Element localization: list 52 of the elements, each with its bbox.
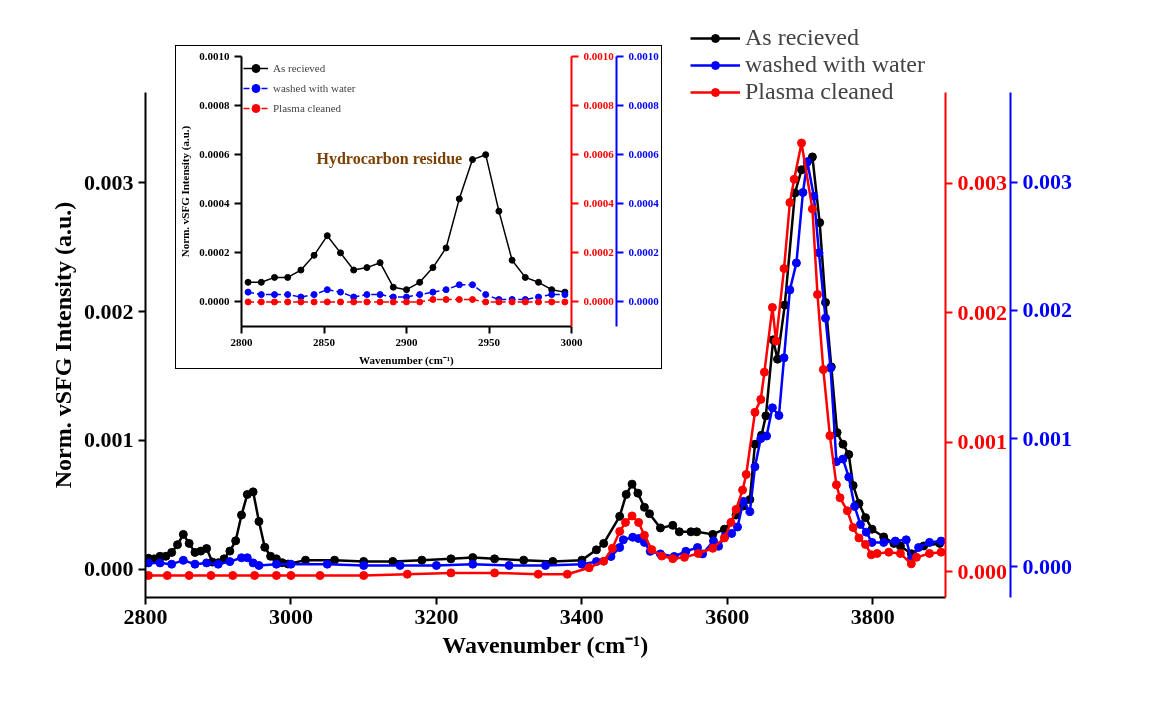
legend-label: As recieved (273, 62, 326, 74)
y2-tick-label: 0.0004 (583, 197, 615, 210)
y2-tick-label: 0.0010 (583, 50, 615, 62)
y-tick-label: 0.0002 (199, 246, 230, 259)
x-tick-label: 3600 (705, 603, 750, 629)
y-tick-label: 0.003 (84, 169, 134, 195)
y3-tick-label: 0.0002 (628, 246, 660, 259)
y3-tick-label: 0.0004 (628, 197, 660, 210)
y3-tick-label: 0.000 (1022, 553, 1072, 579)
y-tick-label: 0.0010 (199, 50, 230, 62)
y3-tick-label: 0.001 (1022, 425, 1072, 451)
y3-tick-label: 0.0000 (628, 295, 660, 308)
legend-label: washed with water (745, 51, 925, 78)
y3-tick-label: 0.0006 (628, 148, 660, 161)
x-tick-label: 2800 (230, 335, 253, 348)
y-axis-title: Norm. vSFG Intensity (a.u.) (50, 201, 76, 489)
y-tick-label: 0.000 (84, 556, 134, 582)
y3-tick-label: 0.0010 (628, 50, 660, 62)
y2-tick-label: 0.0008 (583, 99, 615, 112)
y-tick-label: 0.0000 (199, 295, 230, 308)
y-tick-label: 0.002 (84, 298, 134, 324)
x-tick-label: 3000 (268, 603, 313, 629)
x-tick-label: 3800 (850, 603, 895, 629)
y3-tick-label: 0.0008 (628, 99, 660, 112)
x-tick-label: 2950 (478, 335, 501, 348)
x-axis-title: Wavenumber (cm⁻¹) (359, 353, 455, 367)
x-tick-label: 3200 (414, 603, 459, 629)
y-tick-label: 0.0006 (199, 148, 230, 161)
y-axis-title: Norm. vSFG Intensity (a.u.) (179, 125, 193, 258)
y2-tick-label: 0.002 (957, 299, 1007, 325)
x-tick-label: 2850 (313, 335, 336, 348)
y3-tick-label: 0.002 (1022, 297, 1072, 323)
y-tick-label: 0.001 (84, 427, 134, 453)
y-tick-label: 0.0008 (199, 99, 230, 112)
legend-label: washed with water (273, 82, 356, 94)
x-tick-label: 2900 (395, 335, 418, 348)
legend-label: Plasma cleaned (273, 102, 342, 114)
legend-label: As recieved (745, 24, 859, 51)
legend-label: Plasma cleaned (745, 78, 894, 105)
x-tick-label: 3000 (560, 335, 583, 348)
y-tick-label: 0.0004 (199, 197, 230, 210)
y2-tick-label: 0.003 (957, 170, 1007, 196)
y2-tick-label: 0.0006 (583, 148, 615, 161)
y2-tick-label: 0.0002 (583, 246, 615, 259)
annotation: Hydrocarbon residue (316, 149, 463, 168)
y2-tick-label: 0.001 (957, 429, 1007, 455)
y3-tick-label: 0.003 (1022, 169, 1072, 195)
x-tick-label: 2800 (123, 603, 168, 629)
y2-tick-label: 0.000 (957, 558, 1007, 584)
x-axis-title: Wavenumber (cm⁻¹) (442, 631, 649, 658)
y2-tick-label: 0.0000 (583, 295, 615, 308)
x-tick-label: 3400 (559, 603, 604, 629)
